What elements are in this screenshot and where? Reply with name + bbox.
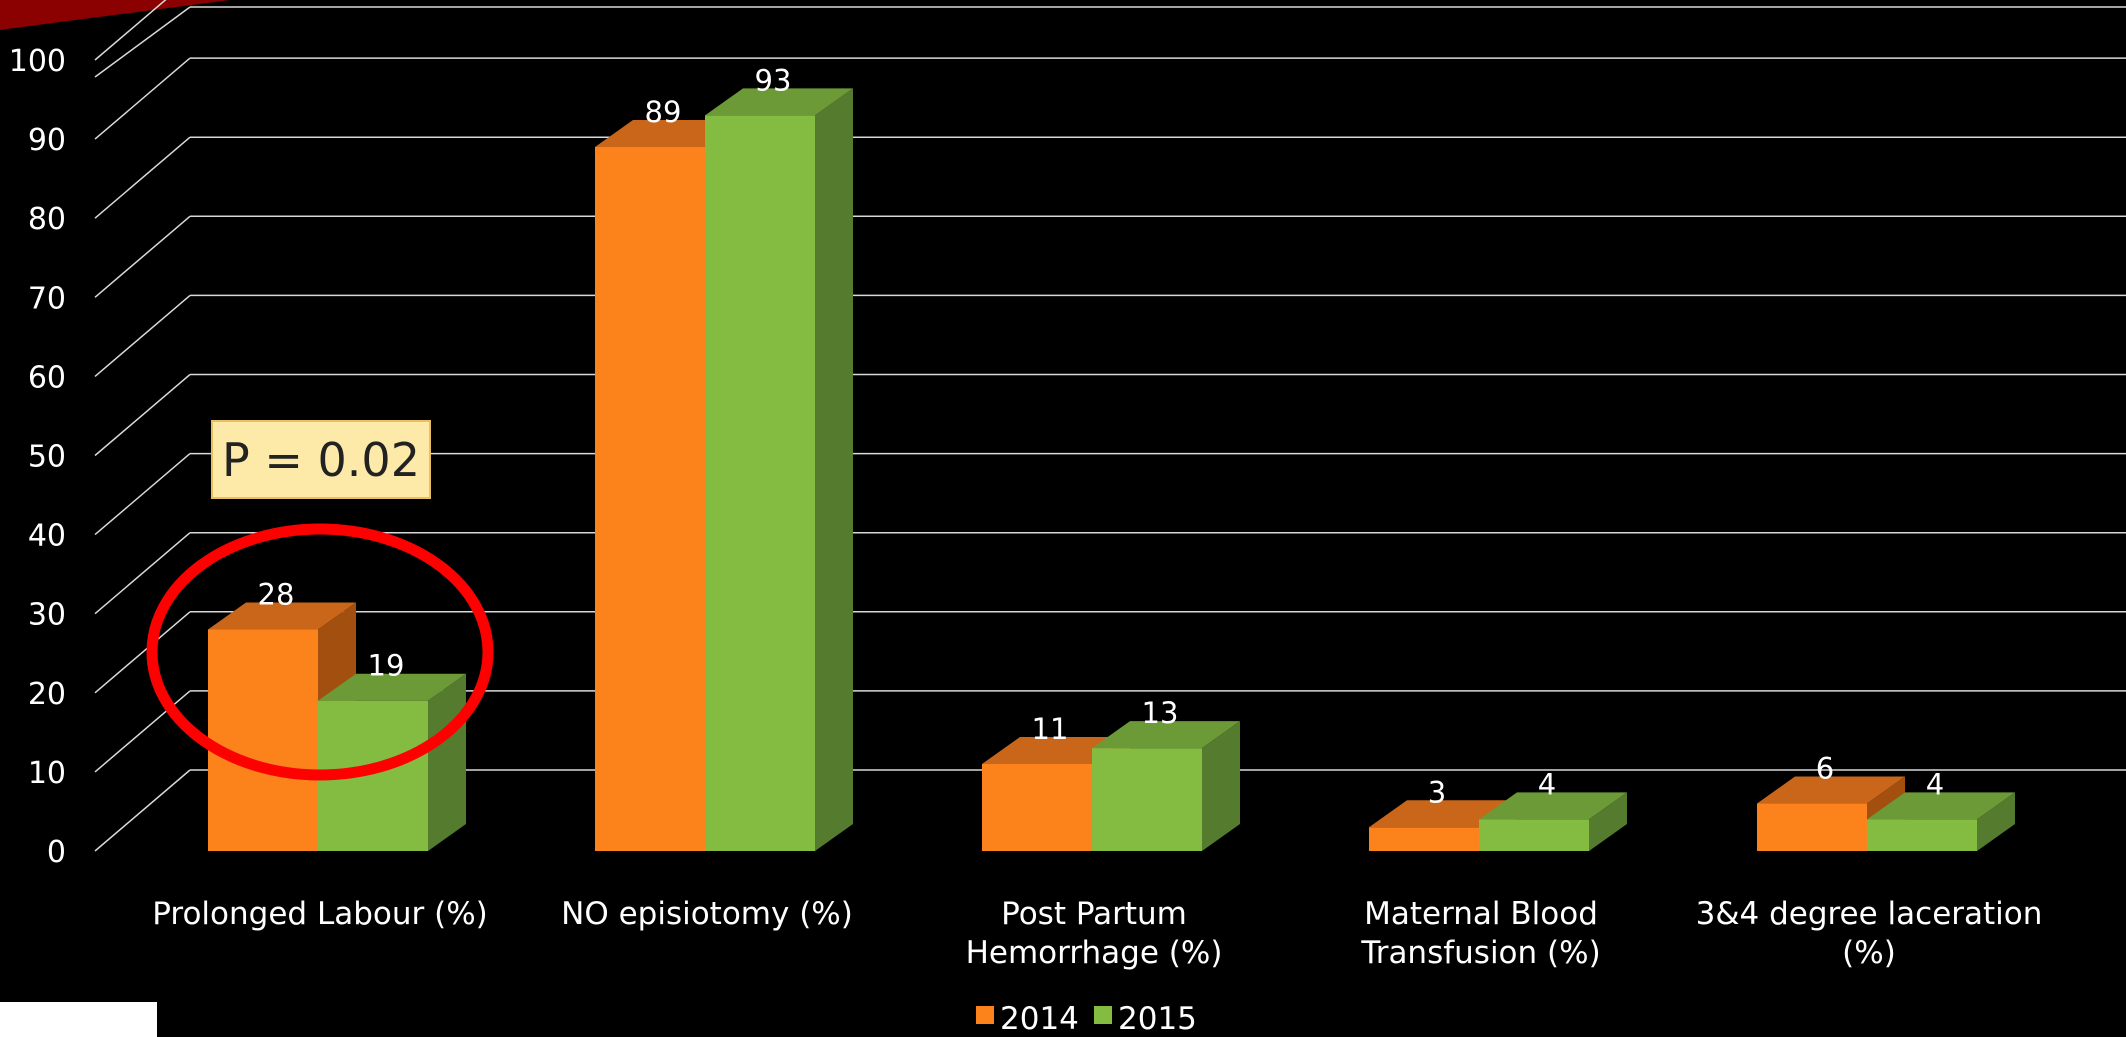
data-label: 6: [1816, 752, 1834, 786]
data-label: 28: [258, 578, 295, 612]
bar-side: [1589, 792, 1627, 851]
category-label: 3&4 degree laceration: [1696, 896, 2043, 932]
data-label: 93: [755, 63, 792, 97]
y-tick-label: 90: [28, 123, 66, 158]
data-label: 19: [368, 649, 405, 683]
data-label: 4: [1926, 767, 1944, 801]
p-value-annotation: P = 0.02: [146, 420, 494, 781]
bar-front: [208, 629, 318, 851]
y-tick-label: 0: [47, 835, 66, 870]
category-label: Maternal Blood: [1364, 896, 1598, 932]
category-label: Prolonged Labour (%): [152, 896, 488, 932]
bar-top: [208, 602, 356, 630]
data-label: 11: [1032, 712, 1069, 746]
gridline-diagonal: [94, 0, 167, 61]
bar-front: [982, 763, 1092, 851]
bar-top: [318, 673, 466, 701]
y-axis-ticks: 0 10 20 30 40 50 60 70 80 90 100: [9, 44, 66, 870]
gridline-diagonal: [94, 769, 191, 852]
gridlines: [94, 0, 2126, 852]
bar-side: [815, 88, 853, 852]
legend: 2014 2015: [976, 1001, 1197, 1037]
bar-front: [705, 115, 815, 852]
corner-accent-decoration: [0, 0, 230, 30]
gridline-diagonal: [94, 532, 191, 615]
y-tick-label: 70: [28, 281, 66, 316]
gridline-diagonal: [94, 136, 191, 219]
bar-side: [1977, 792, 2015, 851]
category-label: NO episiotomy (%): [561, 896, 853, 932]
data-label: 89: [645, 95, 682, 129]
bar-top: [1479, 792, 1627, 820]
bar-front: [1092, 748, 1202, 851]
bar-2015-3: [1479, 792, 1627, 851]
bar-2014-4: [1757, 776, 1905, 851]
gridline-diagonal: [94, 294, 191, 377]
bar-top: [1757, 776, 1905, 804]
bars: [208, 88, 2015, 852]
bar-2015-2: [1092, 721, 1240, 851]
data-label: 4: [1538, 767, 1556, 801]
data-label: 3: [1428, 775, 1446, 809]
gridline-diagonal: [94, 6, 191, 78]
data-labels: 28 19 89 93 11 13 3 4 6 4: [258, 63, 1945, 809]
bar-front: [1757, 803, 1867, 851]
corner-white-block: [0, 1002, 157, 1037]
corner-swoosh: [0, 0, 230, 30]
bar-top: [1867, 792, 2015, 820]
gridline-diagonal: [94, 57, 191, 140]
category-label: Hemorrhage (%): [966, 935, 1223, 971]
gridline-diagonal: [94, 215, 191, 298]
legend-label-2015: 2015: [1118, 1001, 1197, 1037]
y-tick-label: 40: [28, 519, 66, 554]
highlight-circle: [146, 523, 494, 781]
data-label: 13: [1142, 696, 1179, 730]
bar-2015-4: [1867, 792, 2015, 851]
gridline-diagonal: [94, 453, 191, 536]
gridline-diagonal: [94, 611, 191, 694]
bar-front: [1369, 827, 1479, 851]
y-tick-label: 100: [9, 44, 66, 79]
gridline-diagonal: [94, 373, 191, 457]
legend-label-2014: 2014: [1000, 1001, 1079, 1037]
y-tick-label: 30: [28, 598, 66, 633]
gridline-diagonal: [94, 690, 191, 773]
bar-front: [595, 147, 705, 851]
bar-side: [1202, 721, 1240, 851]
bar-top: [1092, 721, 1240, 749]
p-value-text: P = 0.02: [222, 433, 420, 487]
bar-side: [428, 673, 466, 851]
y-tick-label: 20: [28, 677, 66, 712]
bar-front: [1867, 819, 1977, 851]
y-tick-label: 80: [28, 202, 66, 237]
bar-top: [705, 88, 853, 116]
category-label: Post Partum: [1001, 896, 1187, 932]
y-tick-label: 50: [28, 440, 66, 475]
category-label: (%): [1842, 935, 1896, 971]
legend-swatch-2014: [976, 1006, 994, 1024]
category-label: Transfusion (%): [1360, 935, 1600, 971]
legend-swatch-2015: [1094, 1006, 1112, 1024]
y-tick-label: 10: [28, 756, 66, 791]
p-value-box: [211, 420, 431, 499]
y-tick-label: 60: [28, 360, 66, 395]
x-axis-categories: Prolonged Labour (%) NO episiotomy (%) Pos…: [152, 896, 2042, 971]
bar-front: [1479, 819, 1589, 851]
bar-2015-1: [705, 88, 853, 852]
